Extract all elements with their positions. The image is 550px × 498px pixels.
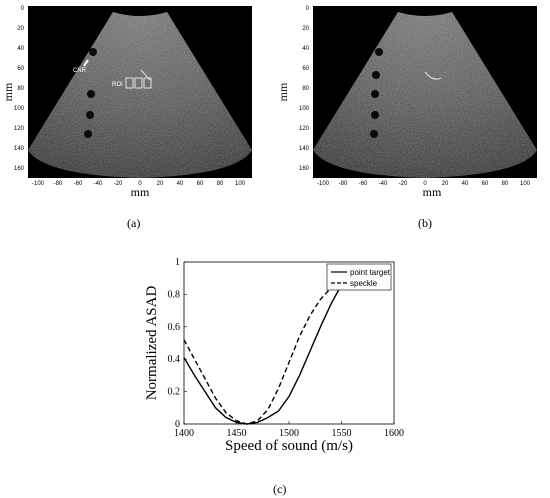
x-axis-label-a: mm [131, 185, 150, 199]
y-tick-label: 1 [175, 257, 180, 268]
svg-text:100: 100 [235, 181, 246, 187]
asad-chart: 1400 1450 1500 1550 1600 0 0.2 0.4 0.6 0.8 1 poin… [144, 257, 404, 454]
svg-text:140: 140 [299, 146, 310, 152]
x-axis-label-b: mm [423, 185, 442, 199]
svg-text:0: 0 [21, 6, 25, 12]
svg-text:20: 20 [17, 26, 24, 32]
svg-text:-40: -40 [94, 181, 103, 187]
x-ticks-b: -100 -80 -60 -40 -20 0 20 40 60 80 100 [317, 181, 531, 187]
x-tick-label: 1450 [227, 428, 247, 439]
svg-text:60: 60 [197, 181, 204, 187]
legend-label: point target [350, 268, 391, 277]
svg-text:60: 60 [302, 66, 309, 72]
svg-text:100: 100 [14, 106, 25, 112]
svg-text:-60: -60 [359, 181, 368, 187]
y-axis-label-c: Normalized ASAD [144, 286, 160, 401]
svg-text:-60: -60 [74, 181, 83, 187]
y-tick-label: 0 [175, 419, 180, 430]
svg-text:100: 100 [299, 106, 310, 112]
cnr-annotation: CNR [73, 68, 87, 74]
svg-text:40: 40 [462, 181, 469, 187]
svg-text:-20: -20 [114, 181, 123, 187]
svg-text:0: 0 [423, 181, 427, 187]
series-lines [183, 279, 343, 425]
svg-text:40: 40 [177, 181, 184, 187]
y-tick-label: 0.8 [168, 289, 181, 300]
svg-text:160: 160 [299, 166, 310, 172]
x-ticks-a: -100 -80 -60 -40 -20 0 20 40 60 80 100 [32, 181, 246, 187]
y-ticks-a: 0 20 40 60 80 100 120 140 160 [14, 6, 25, 172]
svg-text:-40: -40 [379, 181, 388, 187]
x-tick-label: 1550 [332, 428, 352, 439]
ultrasound-image-b: 0 20 40 60 80 100 120 140 160 -100 -80 -… [276, 6, 537, 199]
panel-a: CNR ROI 0 20 40 60 80 100 120 140 160 -1… [0, 0, 275, 200]
legend-label: speckle [350, 279, 378, 288]
x-axis-label-c: Speed of sound (m/s) [225, 438, 353, 454]
ultrasound-image-a: CNR ROI 0 20 40 60 80 100 120 140 160 -1… [1, 6, 252, 199]
svg-text:-80: -80 [54, 181, 63, 187]
y-axis-label-b: mm [276, 82, 290, 101]
svg-text:100: 100 [520, 181, 531, 187]
svg-text:40: 40 [302, 46, 309, 52]
svg-text:20: 20 [442, 181, 449, 187]
svg-text:-100: -100 [32, 181, 45, 187]
y-tick-label: 0.4 [168, 354, 181, 365]
svg-text:0: 0 [138, 181, 142, 187]
svg-text:-100: -100 [317, 181, 330, 187]
x-tick-label: 1600 [384, 428, 404, 439]
svg-text:80: 80 [502, 181, 509, 187]
caption-a: (a) [127, 216, 141, 230]
svg-text:80: 80 [217, 181, 224, 187]
y-tick-label: 0.2 [168, 387, 181, 398]
x-tick-label: 1400 [174, 428, 194, 439]
svg-text:60: 60 [17, 66, 24, 72]
svg-text:40: 40 [17, 46, 24, 52]
svg-text:-80: -80 [339, 181, 348, 187]
svg-text:80: 80 [302, 86, 309, 92]
y-ticks-c: 0 0.2 0.4 0.6 0.8 1 [168, 257, 187, 430]
svg-text:20: 20 [157, 181, 164, 187]
panel-b: 0 20 40 60 80 100 120 140 160 -100 -80 -… [275, 0, 550, 200]
legend-box [326, 263, 392, 291]
y-tick-label: 0.6 [168, 322, 181, 333]
svg-text:160: 160 [14, 166, 25, 172]
roi-annotation: ROI [112, 82, 123, 88]
svg-text:60: 60 [482, 181, 489, 187]
series-line-point-target [183, 284, 343, 425]
x-tick-label: 1500 [279, 428, 299, 439]
svg-text:120: 120 [299, 126, 310, 132]
svg-text:-20: -20 [399, 181, 408, 187]
svg-text:80: 80 [17, 86, 24, 92]
y-ticks-b: 0 20 40 60 80 100 120 140 160 [299, 6, 310, 172]
svg-text:20: 20 [302, 26, 309, 32]
svg-text:140: 140 [14, 146, 25, 152]
svg-text:0: 0 [306, 6, 310, 12]
y-axis-label-a: mm [1, 82, 15, 101]
svg-text:120: 120 [14, 126, 25, 132]
legend: point target speckle [326, 263, 392, 291]
caption-c: (c) [273, 482, 287, 496]
caption-b: (b) [418, 216, 432, 230]
